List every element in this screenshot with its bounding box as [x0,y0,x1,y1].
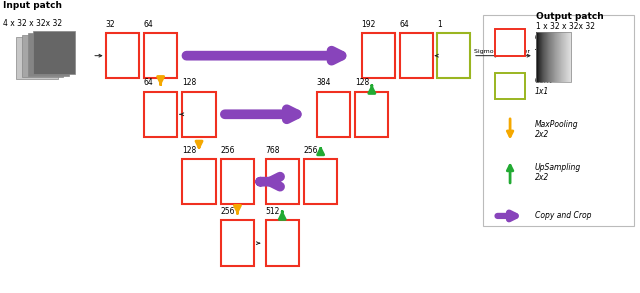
Text: 128: 128 [182,146,196,155]
FancyBboxPatch shape [221,220,254,266]
FancyBboxPatch shape [221,159,254,205]
FancyBboxPatch shape [400,33,433,78]
Text: 32: 32 [106,20,115,28]
Text: Output patch: Output patch [536,11,604,21]
Text: Input patch: Input patch [3,1,62,11]
FancyBboxPatch shape [483,15,634,226]
Text: 256: 256 [221,146,236,155]
FancyBboxPatch shape [28,33,69,76]
Text: 64: 64 [144,78,154,87]
Text: UpSampling
2x2: UpSampling 2x2 [535,163,581,182]
Text: MaxPooling
2x2: MaxPooling 2x2 [535,120,579,139]
FancyBboxPatch shape [362,33,395,78]
FancyBboxPatch shape [144,33,177,78]
Text: 256: 256 [221,207,236,216]
FancyBboxPatch shape [182,159,216,205]
Text: 64: 64 [400,20,410,28]
Text: 512: 512 [266,207,280,216]
FancyBboxPatch shape [304,159,337,205]
Text: 768: 768 [266,146,280,155]
FancyBboxPatch shape [495,73,525,99]
Text: 192: 192 [362,20,376,28]
Text: Sigmoid Classifier: Sigmoid Classifier [474,49,530,54]
Text: Copy and Crop: Copy and Crop [535,212,591,220]
FancyBboxPatch shape [437,33,470,78]
FancyBboxPatch shape [16,37,58,79]
Text: 4 x 32 x 32x 32: 4 x 32 x 32x 32 [3,19,62,28]
Text: 1: 1 [437,20,442,28]
Text: 256: 256 [304,146,319,155]
Text: 1 x 32 x 32x 32: 1 x 32 x 32x 32 [536,22,595,31]
FancyBboxPatch shape [33,31,75,74]
FancyBboxPatch shape [266,159,299,205]
FancyBboxPatch shape [355,91,388,137]
Text: Conv
1x1: Conv 1x1 [535,76,554,96]
FancyBboxPatch shape [144,91,177,137]
Text: 64: 64 [144,20,154,28]
Text: 128: 128 [182,78,196,87]
FancyBboxPatch shape [106,33,139,78]
FancyBboxPatch shape [266,220,299,266]
Text: Conv
3x3: Conv 3x3 [535,33,554,52]
FancyBboxPatch shape [182,91,216,137]
Text: 128: 128 [355,78,369,87]
FancyBboxPatch shape [22,35,63,77]
FancyBboxPatch shape [495,29,525,56]
Text: 384: 384 [317,78,332,87]
FancyBboxPatch shape [317,91,350,137]
